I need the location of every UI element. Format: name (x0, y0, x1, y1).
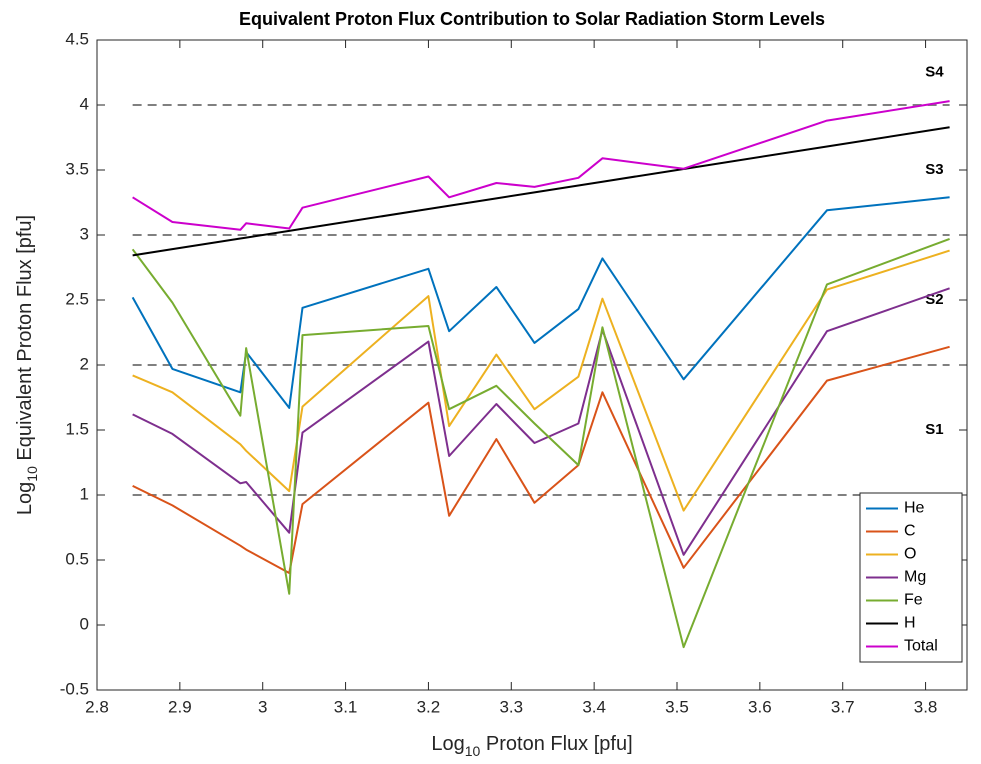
axes-box (96, 39, 968, 691)
chart-title: Equivalent Proton Flux Contribution to S… (239, 9, 825, 29)
x-tick-label: 3.3 (499, 697, 523, 716)
y-tick-label: -0.5 (60, 679, 89, 698)
x-tick-label: 3.1 (334, 697, 358, 716)
x-tick-label: 3.5 (665, 697, 689, 716)
x-tick-label: 3.2 (417, 697, 441, 716)
series-line (131, 237, 950, 649)
y-axis-label: Log10 Equivalent Proton Flux [pfu] (14, 215, 39, 515)
x-tick-label: 2.8 (85, 697, 109, 716)
y-label-part: Log (14, 482, 36, 515)
x-axis-label: Log10 Proton Flux [pfu] (431, 733, 632, 758)
storm-label: S3 (925, 161, 943, 178)
x-tick-label: 3.4 (582, 697, 606, 716)
y-tick-label: 1.5 (65, 419, 89, 438)
x-label-sub: 10 (465, 743, 481, 759)
x-label-part: Log (431, 733, 464, 755)
legend-label: He (904, 500, 925, 517)
x-tick-label: 3 (258, 697, 267, 716)
x-tick-label: 2.9 (168, 697, 192, 716)
series-line (131, 196, 950, 409)
legend-label: Total (904, 638, 938, 655)
storm-label: S1 (925, 421, 943, 438)
x-tick-label: 3.6 (748, 697, 772, 716)
series-line (132, 287, 950, 556)
legend: He CO Mg Fe H Total (859, 492, 963, 663)
x-label-part: Proton Flux [pfu] (480, 733, 632, 755)
y-tick-label: 2.5 (65, 289, 89, 308)
series-line (132, 126, 950, 257)
x-tick-label: 3.8 (914, 697, 938, 716)
y-tick-label: 4 (80, 94, 89, 113)
y-tick-label: 3.5 (65, 159, 89, 178)
storm-label: S4 (925, 63, 944, 80)
y-tick-label: 4.5 (65, 29, 89, 48)
series-line (132, 345, 950, 574)
x-tick-label: 3.7 (831, 697, 855, 716)
legend-label: Fe (904, 592, 923, 609)
y-label-part: Equivalent Proton Flux [pfu] (14, 215, 36, 466)
y-label-sub: 10 (24, 466, 40, 482)
y-tick-label: 0.5 (65, 549, 89, 568)
y-tick-label: 2 (80, 354, 89, 373)
legend-label: Mg (904, 569, 926, 586)
series-line (132, 249, 950, 512)
legend-label: C (904, 523, 916, 540)
y-tick-label: 1 (80, 484, 89, 503)
y-tick-label: 0 (80, 614, 89, 633)
legend-label: H (904, 615, 916, 632)
series-line (132, 100, 950, 231)
legend-label: O (904, 546, 916, 563)
y-tick-label: 3 (80, 224, 89, 243)
